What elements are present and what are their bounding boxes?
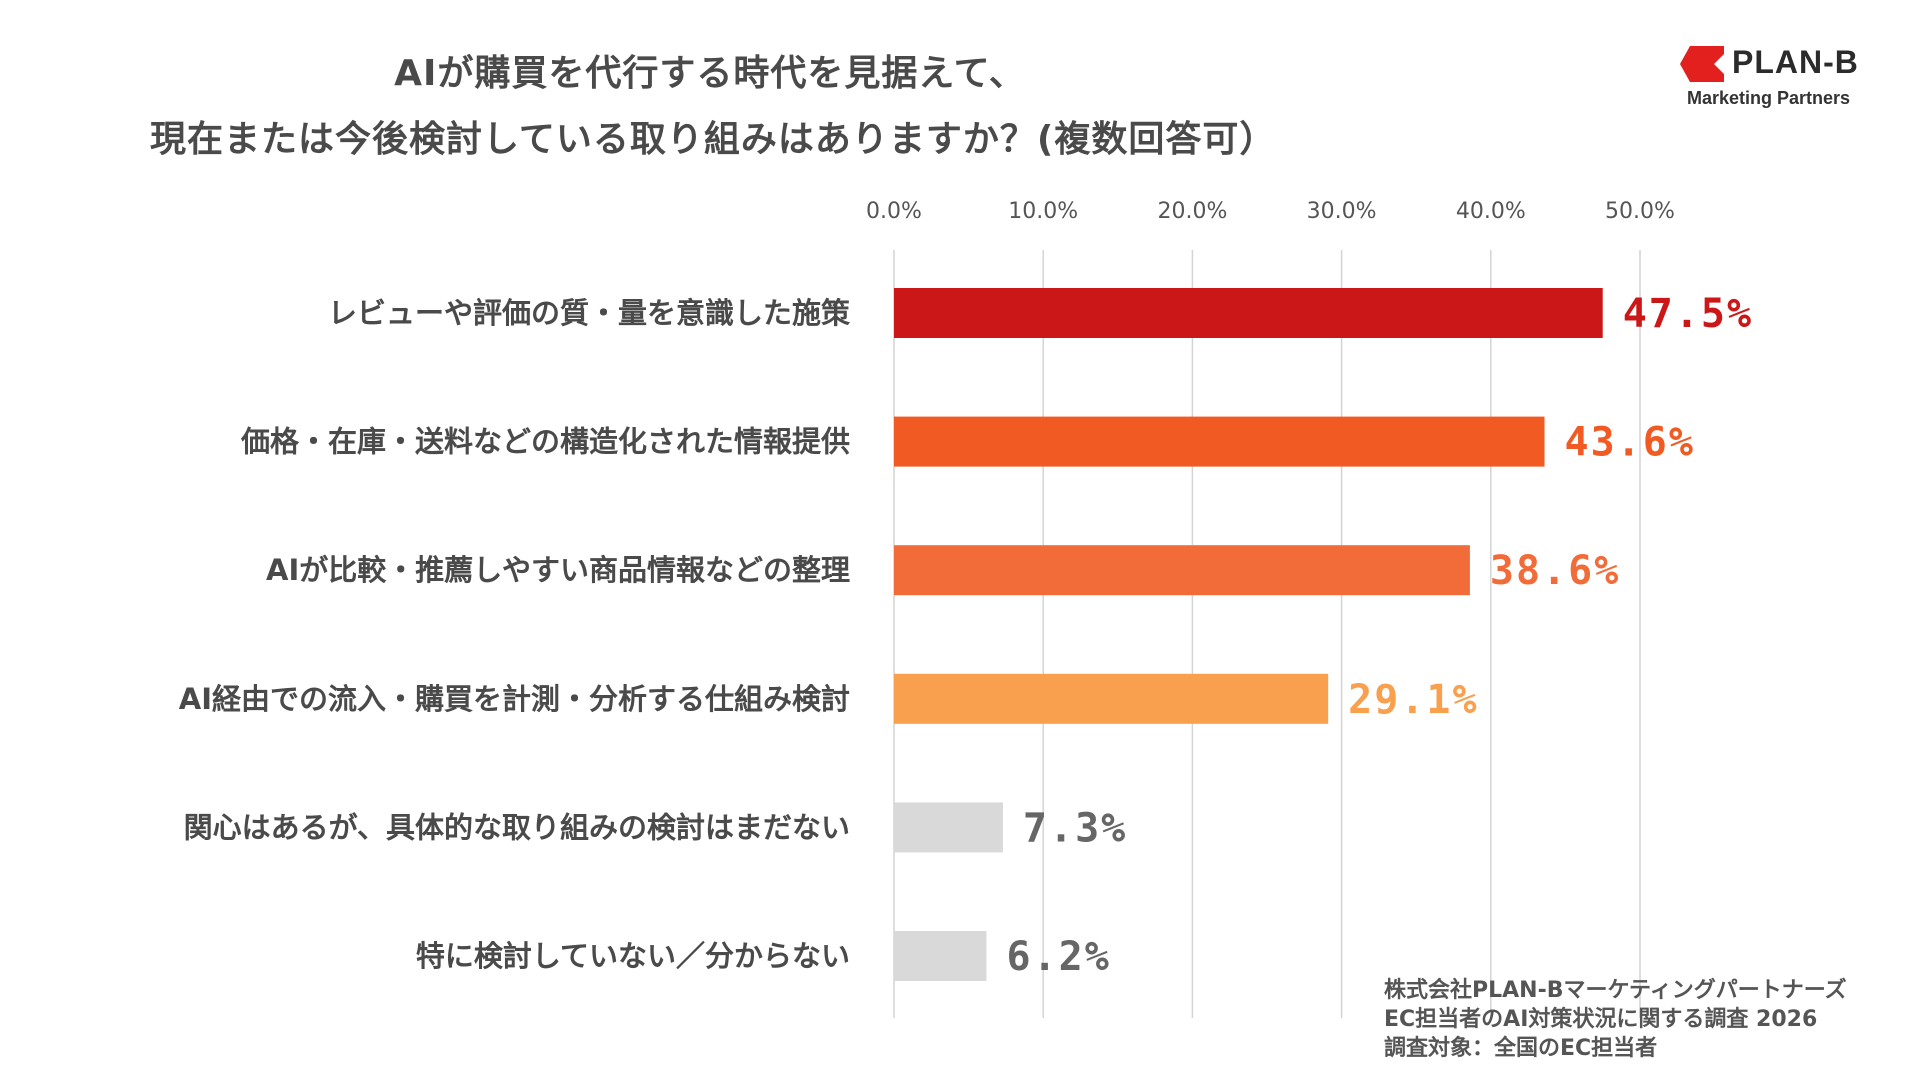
bar-5 [894, 931, 987, 981]
brand-logo: PLAN-B Marketing Partners [1680, 44, 1880, 114]
x-tick-label-1: 10.0% [1008, 199, 1078, 224]
category-label-2: AIが比較・推薦しやすい商品情報などの整理 [266, 553, 850, 587]
bars [894, 288, 1603, 981]
x-tick-label-2: 20.0% [1157, 199, 1227, 224]
chart-title-line-2: 現在または今後検討している取り組みはありますか？(複数回答可） [150, 119, 1277, 160]
x-tick-label-5: 50.0% [1605, 199, 1675, 224]
x-axis-ticks: 0.0% 10.0% 20.0% 30.0% 40.0% 50.0% [866, 199, 1675, 224]
value-label-2: 38.6% [1490, 548, 1620, 594]
source-note: 株式会社PLAN-Bマーケティングパートナーズ EC担当者のAI対策状況に関する… [1384, 976, 1847, 1063]
category-label-5: 特に検討していない／分からない [416, 939, 850, 973]
category-label-1: 価格・在庫・送料などの構造化された情報提供 [240, 425, 850, 459]
bar-4 [894, 802, 1003, 853]
category-label-0: レビューや評価の質・量を意識した施策 [328, 296, 851, 330]
x-tick-label-3: 30.0% [1307, 199, 1377, 224]
gridlines [893, 250, 1641, 1018]
value-labels: 47.5% 43.6% 38.6% 29.1% 7.3% 6.2% [1007, 291, 1753, 980]
logo-subtitle: Marketing Partners [1687, 88, 1851, 108]
source-company: 株式会社PLAN-Bマーケティングパートナーズ [1384, 978, 1847, 1003]
logo-name: PLAN-B [1732, 44, 1859, 80]
category-label-3: AI経由での流入・購買を計測・分析する仕組み検討 [179, 682, 850, 716]
value-label-0: 47.5% [1623, 291, 1753, 337]
category-label-4: 関心はあるが、具体的な取り組みの検討はまだない [184, 810, 850, 844]
bar-1 [894, 416, 1545, 467]
bar-3 [894, 673, 1329, 724]
bar-0 [894, 288, 1603, 338]
value-label-5: 6.2% [1007, 934, 1111, 980]
chart-title: AIが購買を代行する時代を見据えて、 [394, 53, 1026, 94]
source-target: 調査対象：全国のEC担当者 [1384, 1036, 1658, 1061]
source-survey: EC担当者のAI対策状況に関する調査 2026 [1384, 1007, 1818, 1032]
value-label-1: 43.6% [1565, 420, 1695, 466]
value-label-4: 7.3% [1023, 805, 1127, 851]
value-label-3: 29.1% [1348, 677, 1478, 723]
plan-b-logo-icon [1680, 46, 1724, 82]
x-tick-label-4: 40.0% [1456, 199, 1526, 224]
x-tick-label-0: 0.0% [866, 199, 922, 224]
bar-2 [894, 545, 1470, 596]
